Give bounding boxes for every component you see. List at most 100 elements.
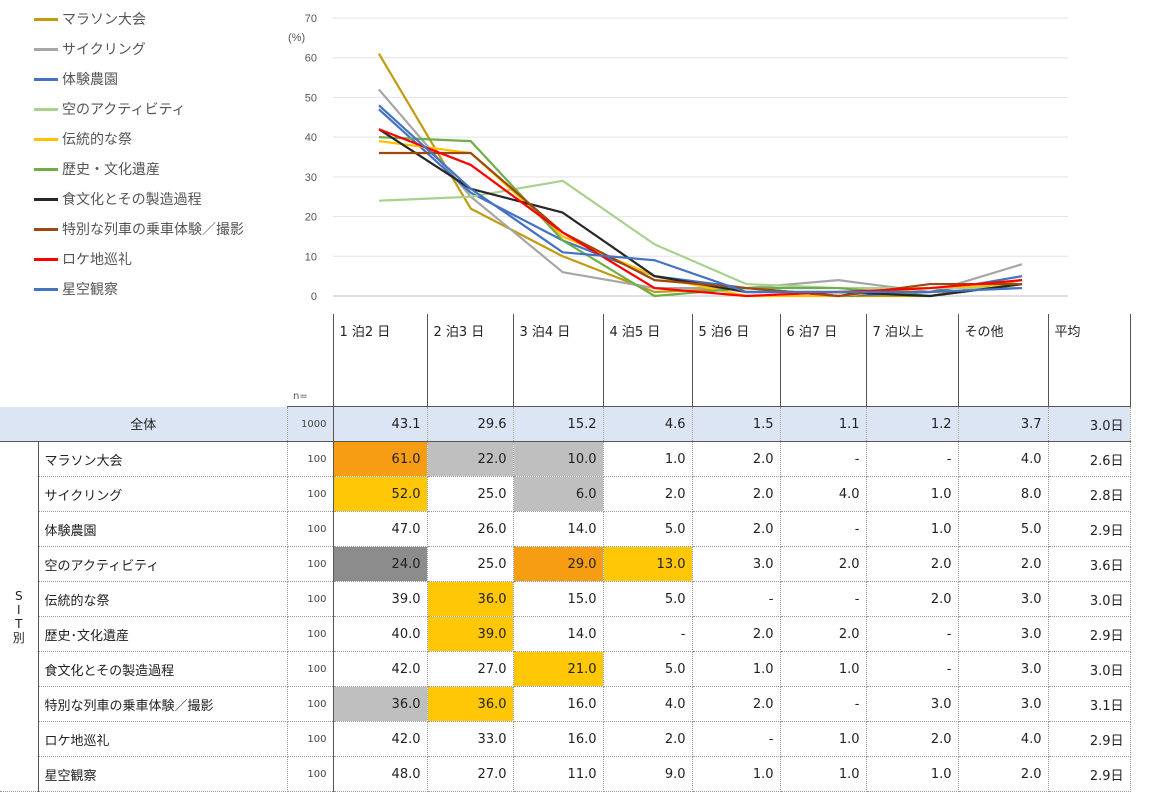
table-cell: 2.0 [958,756,1049,792]
table-row: 体験農園 100 47.0 26.0 14.0 5.0 2.0-1.0 5.0 2.9日 [0,511,1131,547]
table-cell: 2.0 [866,721,959,757]
table-cell: 47.0 [333,511,428,547]
row-n: 100 [287,441,334,477]
row-label: 伝統的な祭 [38,581,288,617]
table-cell: 36.0 [427,581,514,617]
table-cell: - [866,441,959,477]
table-cell: 39.0 [427,616,514,652]
table-cell: 16.0 [513,686,604,722]
table-cell: 29.0 [513,546,604,582]
legend-label: 歴史・文化遺産 [62,162,160,178]
legend-item: マラソン大会 [34,10,146,28]
column-header-average: 平均 [1048,314,1131,407]
legend-swatch [34,17,58,21]
row-n: 100 [287,511,334,547]
table-cell: - [603,616,693,652]
y-tick-label: 40 [305,132,317,144]
average-cell: 3.0日 [1048,406,1131,442]
legend-item: 歴史・文化遺産 [34,160,160,178]
table-cell: 6.0 [513,476,604,512]
average-cell: 2.9日 [1048,616,1131,652]
table-cell: 40.0 [333,616,428,652]
table-cell: 3.0 [958,581,1049,617]
y-axis-unit: (%) [288,32,305,44]
n-label: n= [287,314,334,407]
table-cell: 4.0 [780,476,867,512]
y-tick-label: 0 [311,291,317,303]
table-cell: 61.0 [333,441,428,477]
gridlines [333,17,1068,297]
average-cell: 3.1日 [1048,686,1131,722]
legend-item: 伝統的な祭 [34,130,132,148]
table-cell: 1.0 [866,511,959,547]
table-cell: 14.0 [513,616,604,652]
column-header: 5 泊6 日 [692,314,781,407]
legend-swatch [34,137,58,141]
table-cell: 39.0 [333,581,428,617]
average-cell: 2.8日 [1048,476,1131,512]
table-row: S I T 別マラソン大会 100 61.0 22.0 10.0 1.0 2.0- -4.0 2.6日 [0,441,1131,792]
average-cell: 3.6日 [1048,546,1131,582]
row-n: 100 [287,476,334,512]
table-cell: 14.0 [513,511,604,547]
table-cell: 1.2 [866,406,959,442]
average-cell: 2.9日 [1048,756,1131,792]
row-label: 全体 [0,406,288,442]
legend-swatch [34,77,58,81]
table-row: 伝統的な祭 100 39.0 36.0 15.0 5.0- -2.0 3.0 3.0日 [0,581,1131,617]
table-row-overall: 全体 1000 43.1 29.6 15.2 4.6 1.5 1.1 1.2 3.7 3.0日 [0,406,1131,442]
table-cell: - [866,616,959,652]
table-cell: 27.0 [427,756,514,792]
column-header: 6 泊7 日 [780,314,867,407]
table-cell: 22.0 [427,441,514,477]
table-cell: - [866,651,959,687]
table-cell: 3.0 [692,546,781,582]
row-n: 100 [287,756,334,792]
table-cell: 1.0 [780,651,867,687]
table-cell: 2.0 [866,581,959,617]
table-cell: 10.0 [513,441,604,477]
legend-swatch [34,287,58,291]
row-label: 特別な列車の乗車体験／撮影 [38,686,288,722]
row-n: 100 [287,721,334,757]
average-cell: 2.9日 [1048,511,1131,547]
table-cell: - [780,686,867,722]
table-cell: 4.0 [958,441,1049,477]
table-cell: 4.0 [958,721,1049,757]
table-cell: 16.0 [513,721,604,757]
table-cell: 9.0 [603,756,693,792]
legend-item: ロケ地巡礼 [34,250,132,268]
table-cell: 15.0 [513,581,604,617]
row-label: 体験農園 [38,511,288,547]
table-cell: 2.0 [692,476,781,512]
table-cell: 1.0 [780,721,867,757]
table-cell: 24.0 [333,546,428,582]
table-cell: 2.0 [958,546,1049,582]
row-label: マラソン大会 [38,441,288,477]
table-cell: 3.0 [958,616,1049,652]
average-cell: 2.6日 [1048,441,1131,477]
table-cell: 5.0 [603,651,693,687]
table-cell: 2.0 [780,546,867,582]
legend-item: 体験農園 [34,70,118,88]
y-tick-label: 60 [305,53,317,65]
table-cell: 1.0 [866,476,959,512]
legend-label: マラソン大会 [62,12,146,28]
table-cell: - [780,511,867,547]
table-cell: 36.0 [333,686,428,722]
table-cell: 42.0 [333,651,428,687]
table-cell: 25.0 [427,546,514,582]
table-cell: 8.0 [958,476,1049,512]
table-cell: 36.0 [427,686,514,722]
legend-swatch [34,107,58,111]
table-cell: 21.0 [513,651,604,687]
legend-swatch [34,257,58,261]
column-header: その他 [958,314,1049,407]
table-cell: 2.0 [780,616,867,652]
table-cell: 13.0 [603,546,693,582]
series-lines [377,53,1023,298]
table-cell: - [780,581,867,617]
legend-swatch [34,197,58,201]
